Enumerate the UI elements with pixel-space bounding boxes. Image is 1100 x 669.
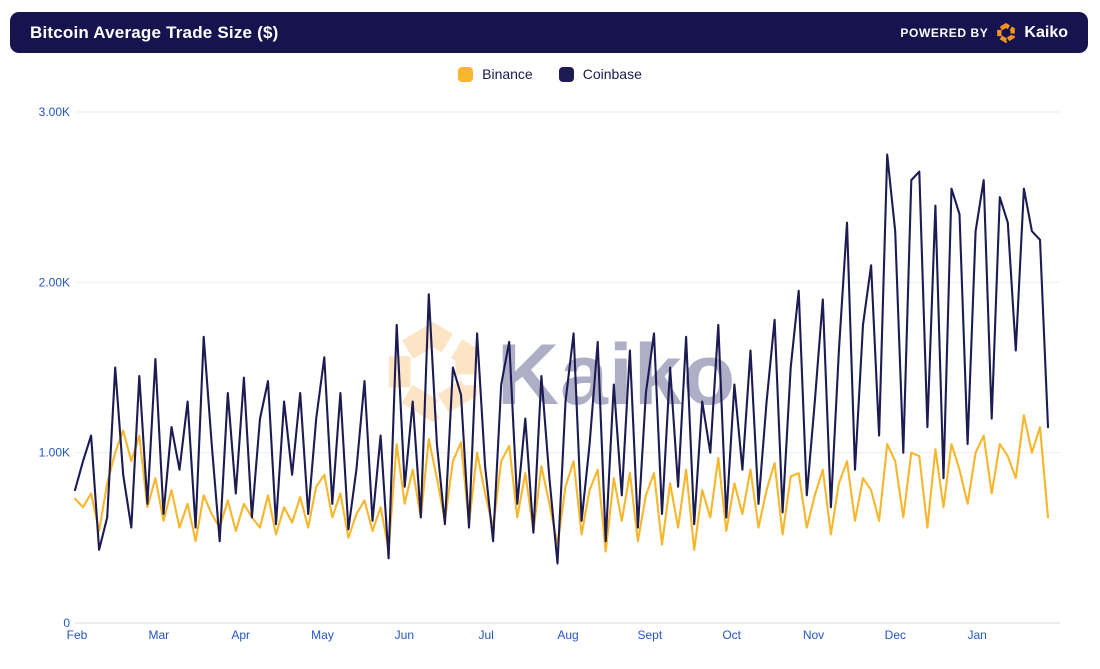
x-tick-label-may: May bbox=[311, 628, 334, 642]
y-tick-label: 3.00K bbox=[39, 105, 70, 119]
binance-swatch bbox=[458, 66, 474, 82]
x-tick-label-jul: Jul bbox=[478, 628, 493, 642]
legend-item-coinbase[interactable]: Coinbase bbox=[558, 66, 642, 82]
coinbase-swatch bbox=[558, 66, 574, 82]
y-tick-label: 0 bbox=[63, 616, 70, 630]
series-line-coinbase[interactable] bbox=[73, 153, 1050, 565]
x-tick-label-dec: Dec bbox=[885, 628, 906, 642]
x-tick-label-apr: Apr bbox=[231, 628, 250, 642]
x-tick-label-mar: Mar bbox=[148, 628, 169, 642]
x-axis-labels: Feb Mar Apr May Jun Jul Aug Sept Oct Nov Dec Jan bbox=[67, 628, 987, 642]
y-tick-label: 2.00K bbox=[39, 275, 70, 289]
x-tick-label-jan: Jan bbox=[967, 628, 986, 642]
y-axis-labels: 0 1.00K 2.00K 3.00K bbox=[39, 105, 71, 630]
x-tick-label-sept: Sept bbox=[637, 628, 662, 642]
x-tick-label-feb: Feb bbox=[67, 628, 88, 642]
brand-name: Kaiko bbox=[1024, 23, 1068, 41]
data-series bbox=[73, 153, 1050, 565]
x-tick-label-jun: Jun bbox=[395, 628, 414, 642]
powered-by-label: POWERED BY bbox=[900, 25, 989, 40]
legend-item-binance[interactable]: Binance bbox=[458, 66, 533, 82]
series-line-binance[interactable] bbox=[73, 414, 1050, 553]
kaiko-logo-icon bbox=[996, 22, 1016, 43]
y-tick-label: 1.00K bbox=[39, 446, 70, 460]
page-title: Bitcoin Average Trade Size ($) bbox=[30, 22, 279, 42]
legend-label-coinbase: Coinbase bbox=[582, 66, 642, 82]
header-bar: Bitcoin Average Trade Size ($) POWERED B… bbox=[10, 12, 1088, 53]
gridlines bbox=[75, 111, 1060, 624]
x-tick-label-nov: Nov bbox=[803, 628, 824, 642]
chart-legend: Binance Coinbase bbox=[0, 66, 1100, 82]
powered-by-group: POWERED BY Kaiko bbox=[900, 22, 1068, 43]
x-tick-label-aug: Aug bbox=[557, 628, 578, 642]
x-tick-label-oct: Oct bbox=[722, 628, 741, 642]
legend-label-binance: Binance bbox=[482, 66, 533, 82]
